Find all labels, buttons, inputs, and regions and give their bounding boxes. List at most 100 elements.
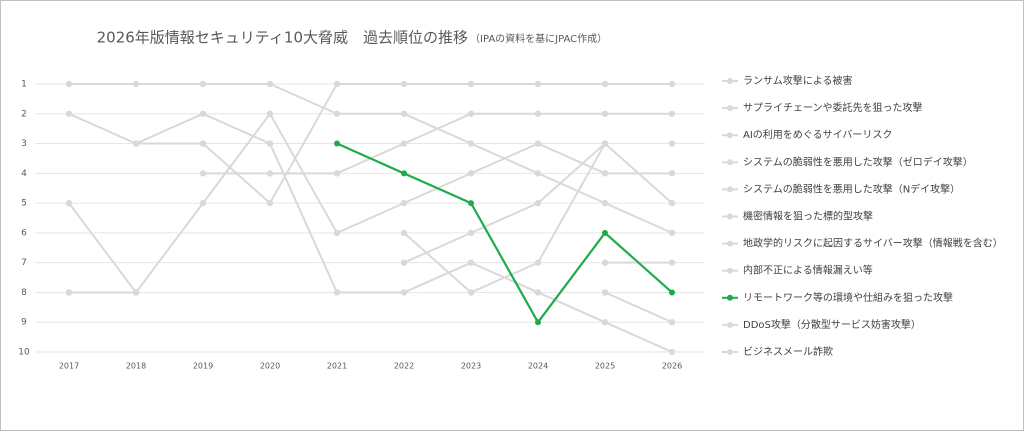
x-tick-label: 2025 — [595, 362, 615, 371]
series-point — [601, 289, 609, 296]
legend-dot — [727, 349, 733, 355]
series-point — [468, 200, 474, 207]
series-point — [467, 80, 475, 88]
series-line — [68, 83, 672, 205]
series-point — [668, 140, 676, 147]
series-point — [65, 110, 73, 117]
legend-dot — [727, 78, 733, 84]
series-point — [400, 259, 408, 266]
y-tick-label: 10 — [18, 348, 30, 358]
series-line — [69, 111, 672, 294]
chart-title: 2026年版情報セキュリティ10大脅威 過去順位の推移 — [97, 29, 468, 47]
x-tick-label: 2021 — [327, 362, 347, 371]
series-point — [266, 170, 274, 177]
series-point — [199, 170, 207, 177]
series-point — [534, 110, 542, 117]
y-tick-label: 2 — [21, 109, 27, 119]
series-point — [266, 199, 274, 207]
series-point — [333, 229, 341, 237]
legend-dot — [727, 321, 733, 328]
series-point — [668, 319, 676, 326]
series-point — [601, 259, 609, 266]
series-point — [601, 140, 609, 147]
x-tick-label: 2020 — [260, 362, 280, 371]
legend-label: サプライチェーンや委託先を狙った攻撃 — [743, 101, 923, 114]
series-point — [601, 110, 609, 117]
legend-label: 内部不正による情報漏えい等 — [743, 264, 873, 277]
series-point — [65, 199, 73, 207]
y-tick-label: 9 — [21, 318, 27, 328]
legend-dot — [727, 105, 733, 112]
series-point — [601, 319, 609, 326]
legend-dot — [727, 213, 733, 220]
series-point — [199, 110, 207, 117]
series-point — [132, 80, 140, 88]
legend-dot — [727, 159, 733, 166]
series-point — [400, 110, 408, 117]
series-point — [401, 170, 407, 177]
series-point — [668, 229, 676, 237]
series-point — [601, 170, 609, 177]
series-point — [400, 199, 408, 207]
x-tick-label: 2023 — [461, 362, 481, 371]
series-point — [333, 80, 341, 88]
series-point — [668, 80, 676, 88]
legend-dot — [727, 240, 733, 247]
series-point — [668, 170, 676, 177]
x-tick-label: 2024 — [528, 362, 548, 371]
series-point — [199, 199, 207, 207]
series-line — [336, 142, 673, 325]
series-point — [266, 140, 274, 147]
series-point — [199, 140, 207, 147]
series-point — [534, 289, 542, 296]
series-point — [334, 140, 340, 147]
y-tick-label: 1 — [21, 80, 27, 90]
chart-subtitle: （IPAの資料を基にJPAC作成） — [470, 32, 607, 45]
legend-label: ビジネスメール詐欺 — [743, 345, 833, 358]
x-tick-label: 2018 — [126, 362, 146, 371]
series-point — [132, 140, 140, 147]
series-point — [534, 199, 542, 207]
legend-label: ランサム攻撃による被害 — [743, 74, 853, 87]
series-point — [400, 289, 408, 296]
y-tick-label: 6 — [21, 228, 27, 238]
series-point — [668, 348, 676, 356]
series-point — [601, 199, 609, 207]
y-tick-label: 3 — [21, 139, 27, 149]
series-point — [400, 229, 408, 237]
series-point — [65, 289, 73, 296]
series-point — [535, 319, 541, 326]
series-point — [534, 80, 542, 88]
series-point — [534, 259, 542, 266]
legend-dot — [727, 267, 733, 274]
series-line — [68, 202, 137, 294]
series-point — [668, 110, 676, 117]
series-point — [333, 289, 341, 296]
y-tick-label: 4 — [21, 169, 27, 179]
series-point — [400, 140, 408, 147]
legend-label: システムの脆弱性を悪用した攻撃（ゼロデイ攻撃） — [743, 155, 973, 168]
series-line — [604, 291, 673, 324]
legend-label: DDoS攻撃（分散型サービス妨害攻撃） — [743, 318, 921, 331]
series-point — [199, 80, 207, 88]
series-point — [467, 140, 475, 147]
y-tick-label: 5 — [21, 199, 27, 209]
legend-label: リモートワーク等の環境や仕組みを狙った攻撃 — [743, 291, 953, 304]
series-point — [534, 170, 542, 177]
x-tick-label: 2026 — [662, 362, 682, 371]
series-point — [333, 110, 341, 117]
legend-label: 地政学的リスクに起因するサイバー攻撃（情報戦を含む） — [743, 237, 1003, 250]
y-tick-label: 8 — [21, 288, 27, 298]
series-point — [266, 80, 274, 88]
series-point — [333, 170, 341, 177]
legend-dot — [727, 132, 733, 139]
series-point — [467, 289, 475, 296]
legend-label: 機密情報を狙った標的型攻撃 — [743, 210, 873, 223]
series-point — [534, 140, 542, 147]
series-point — [668, 259, 676, 266]
series-line — [69, 83, 673, 234]
series-point — [668, 199, 676, 207]
legend-label: AIの利用をめぐるサイバーリスク — [743, 129, 892, 141]
legend-dot — [727, 294, 733, 301]
